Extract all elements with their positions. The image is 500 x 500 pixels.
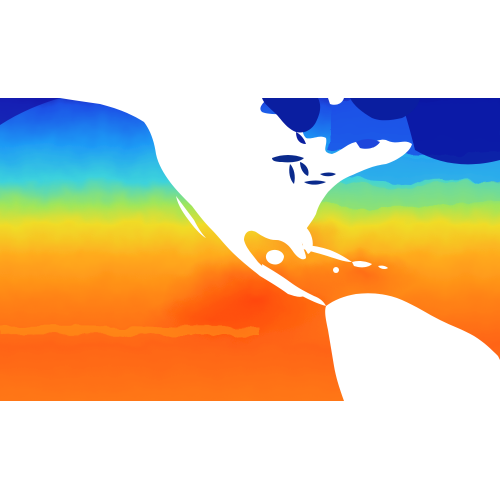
cuba-island bbox=[296, 245, 352, 262]
yucatan-peninsula bbox=[265, 249, 284, 265]
lake-michigan bbox=[289, 164, 295, 184]
south-america-landmass bbox=[325, 293, 500, 401]
lake-erie bbox=[304, 180, 326, 185]
central-america bbox=[262, 264, 326, 306]
north-america-landmass bbox=[60, 98, 412, 297]
hudson-bay bbox=[262, 98, 321, 133]
gulf-of-st-lawrence bbox=[356, 139, 380, 149]
great-lakes bbox=[272, 155, 336, 185]
lake-huron bbox=[300, 162, 309, 176]
lake-ontario bbox=[320, 172, 336, 177]
hispaniola-island bbox=[352, 260, 372, 268]
lake-superior bbox=[272, 155, 304, 163]
jamaica-island bbox=[333, 267, 339, 273]
puerto-rico-island bbox=[378, 265, 388, 270]
baja-peninsula bbox=[176, 196, 206, 238]
james-bay bbox=[296, 132, 306, 144]
arctic-island bbox=[328, 98, 344, 105]
labrador-sea bbox=[350, 98, 420, 121]
